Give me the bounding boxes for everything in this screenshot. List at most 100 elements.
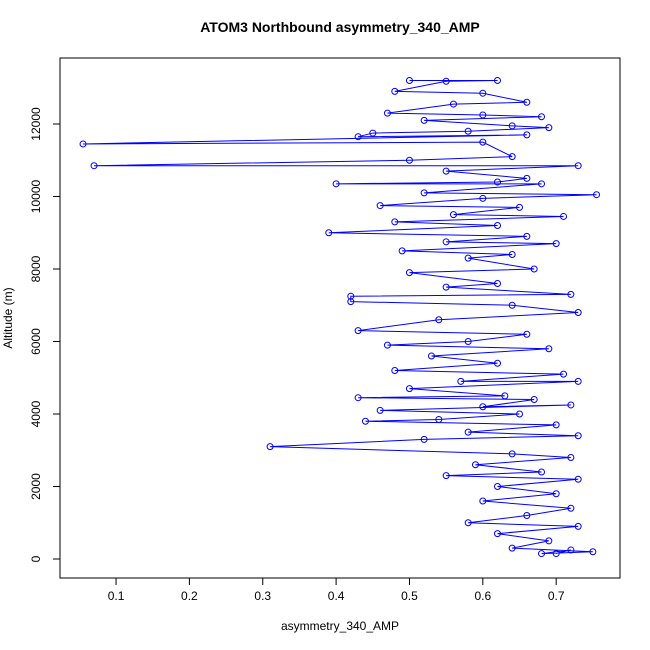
data-point bbox=[479, 138, 487, 146]
data-point bbox=[442, 238, 450, 246]
y-tick-label: 0 bbox=[29, 555, 43, 562]
data-point bbox=[508, 153, 516, 161]
data-point bbox=[376, 406, 384, 414]
data-point bbox=[560, 212, 568, 220]
data-point bbox=[383, 341, 391, 349]
data-point bbox=[479, 194, 487, 202]
data-point bbox=[508, 301, 516, 309]
data-point bbox=[552, 490, 560, 498]
data-point bbox=[332, 180, 340, 188]
data-point bbox=[508, 544, 516, 552]
data-point bbox=[567, 546, 575, 554]
data-point bbox=[266, 443, 274, 451]
data-point bbox=[391, 218, 399, 226]
data-point bbox=[552, 550, 560, 558]
y-tick-label: 8000 bbox=[29, 255, 43, 282]
data-point bbox=[405, 77, 413, 85]
data-point bbox=[354, 394, 362, 402]
data-point bbox=[442, 167, 450, 175]
data-point bbox=[464, 519, 472, 527]
data-point bbox=[523, 174, 531, 182]
data-point bbox=[523, 512, 531, 520]
x-tick-label: 0.7 bbox=[548, 589, 565, 603]
data-point bbox=[383, 109, 391, 117]
data-point bbox=[479, 89, 487, 97]
data-point bbox=[593, 191, 601, 199]
data-point bbox=[420, 189, 428, 197]
data-point bbox=[574, 432, 582, 440]
data-point bbox=[516, 410, 524, 418]
data-point bbox=[530, 396, 538, 404]
data-point bbox=[493, 530, 501, 538]
y-tick-label: 2000 bbox=[29, 473, 43, 500]
data-point bbox=[391, 87, 399, 95]
data-point bbox=[325, 229, 333, 237]
data-point bbox=[435, 415, 443, 423]
x-tick-label: 0.3 bbox=[254, 589, 271, 603]
data-point bbox=[457, 377, 465, 385]
x-tick-label: 0.1 bbox=[108, 589, 125, 603]
data-point bbox=[545, 124, 553, 132]
data-point bbox=[464, 254, 472, 262]
data-point bbox=[464, 428, 472, 436]
data-point bbox=[508, 122, 516, 130]
data-point bbox=[361, 417, 369, 425]
data-point bbox=[442, 77, 450, 85]
data-point bbox=[479, 111, 487, 119]
data-point bbox=[560, 370, 568, 378]
data-point bbox=[523, 232, 531, 240]
y-tick-label: 12000 bbox=[29, 107, 43, 141]
data-point bbox=[354, 133, 362, 141]
data-point bbox=[449, 211, 457, 219]
x-tick-label: 0.4 bbox=[328, 589, 345, 603]
data-point bbox=[427, 352, 435, 360]
data-point bbox=[493, 359, 501, 367]
data-point bbox=[538, 180, 546, 188]
data-point bbox=[523, 330, 531, 338]
data-point bbox=[574, 377, 582, 385]
data-point bbox=[493, 222, 501, 230]
data-point bbox=[538, 113, 546, 121]
data-point bbox=[79, 140, 87, 148]
data-point bbox=[435, 316, 443, 324]
data-point bbox=[420, 435, 428, 443]
y-tick-label: 6000 bbox=[29, 328, 43, 355]
data-point bbox=[508, 450, 516, 458]
data-point bbox=[552, 240, 560, 248]
data-point bbox=[538, 550, 546, 558]
data-point bbox=[523, 131, 531, 139]
chart-title: ATOM3 Northbound asymmetry_340_AMP bbox=[200, 19, 480, 35]
data-point bbox=[442, 283, 450, 291]
data-point bbox=[493, 280, 501, 288]
data-point bbox=[567, 454, 575, 462]
data-point bbox=[405, 385, 413, 393]
data-point bbox=[420, 116, 428, 124]
data-point bbox=[567, 401, 575, 409]
data-point bbox=[391, 367, 399, 375]
data-point bbox=[449, 100, 457, 108]
data-point bbox=[479, 403, 487, 411]
data-point bbox=[405, 156, 413, 164]
data-point bbox=[347, 292, 355, 300]
data-point bbox=[405, 269, 413, 277]
data-point bbox=[493, 178, 501, 186]
data-point bbox=[574, 309, 582, 317]
data-point bbox=[574, 162, 582, 170]
plot-box bbox=[59, 57, 621, 579]
data-point bbox=[376, 202, 384, 210]
data-point bbox=[464, 338, 472, 346]
data-point bbox=[538, 468, 546, 476]
data-point bbox=[479, 497, 487, 505]
data-point bbox=[545, 537, 553, 545]
data-point bbox=[567, 290, 575, 298]
x-tick-label: 0.6 bbox=[474, 589, 491, 603]
data-point bbox=[369, 129, 377, 137]
data-point bbox=[471, 461, 479, 469]
y-axis-label: Altitude (m) bbox=[1, 287, 15, 348]
data-point bbox=[574, 475, 582, 483]
data-line bbox=[83, 80, 597, 555]
data-point bbox=[545, 345, 553, 353]
data-point bbox=[442, 472, 450, 480]
data-point bbox=[567, 504, 575, 512]
